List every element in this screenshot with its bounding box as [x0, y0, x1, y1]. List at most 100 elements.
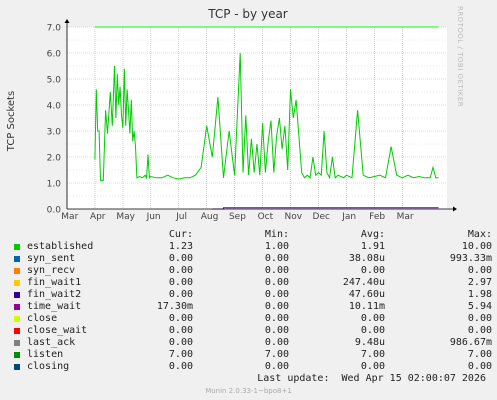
- legend-max: 0.00: [467, 313, 492, 324]
- legend-name: closing: [27, 361, 70, 372]
- legend-avg: 0.00: [360, 265, 385, 276]
- legend-name: time_wait: [27, 301, 82, 312]
- y-tick-labels: 0.0 1.0 2.0 3.0 4.0 5.0 6.0 7.0: [47, 24, 62, 216]
- legend-cur: 0.00: [168, 361, 193, 372]
- legend-cur: 0.00: [168, 313, 193, 324]
- legend-min: 0.00: [264, 289, 289, 300]
- legend-row: established 1.23 1.00 1.91 10.00: [14, 241, 492, 253]
- legend-max: 0.00: [467, 325, 492, 336]
- y-tick-label: 7.0: [47, 24, 62, 34]
- rrdtool-credit: RRDTOOL / TOBI OETIKER: [456, 6, 464, 108]
- legend: Cur: Min: Avg: Max: established 1.23 1.00 1…: [14, 229, 492, 373]
- x-tick-label: Nov: [285, 212, 303, 222]
- legend-row: close_wait 0.00 0.00 0.00 0.00: [14, 325, 492, 337]
- x-tick-label: Jun: [146, 212, 161, 222]
- legend-name: fin_wait2: [27, 289, 82, 300]
- y-tick-label: 0.0: [47, 206, 62, 216]
- legend-max: 986.67m: [449, 337, 492, 348]
- x-tick-label: Aug: [201, 212, 219, 222]
- legend-cur: 0.00: [168, 277, 193, 288]
- y-tick-label: 1.0: [47, 180, 62, 190]
- legend-avg: 9.48u: [354, 337, 385, 348]
- legend-cur: 17.30m: [156, 301, 193, 312]
- legend-avg: 1.91: [360, 241, 385, 252]
- axes: [64, 19, 457, 212]
- legend-swatch: [14, 328, 20, 334]
- x-tick-label: Jul: [175, 212, 187, 222]
- y-tick-label: 6.0: [47, 50, 62, 60]
- x-tick-label: Apr: [90, 212, 106, 222]
- legend-header-max: Max:: [467, 229, 492, 240]
- legend-cur: 0.00: [168, 325, 193, 336]
- legend-avg: 47.60u: [348, 289, 385, 300]
- legend-swatch: [14, 304, 20, 310]
- legend-swatch: [14, 244, 20, 250]
- legend-name: close_wait: [27, 325, 88, 336]
- y-tick-label: 5.0: [47, 76, 62, 86]
- legend-name: syn_recv: [27, 265, 76, 276]
- legend-rows: established 1.23 1.00 1.91 10.00 syn_sent 0.00…: [14, 241, 492, 373]
- legend-row: listen 7.00 7.00 7.00 7.00: [14, 349, 492, 361]
- legend-max: 10.00: [461, 241, 492, 252]
- x-tick-label: Feb: [369, 212, 385, 222]
- legend-name: fin_wait1: [27, 277, 82, 288]
- legend-cur: 1.23: [168, 241, 193, 252]
- series-time_wait: [212, 207, 439, 210]
- legend-swatch: [14, 292, 20, 298]
- legend-avg: 0.00: [360, 313, 385, 324]
- legend-swatch: [14, 340, 20, 346]
- legend-min: 0.00: [264, 277, 289, 288]
- legend-name: listen: [27, 349, 64, 360]
- legend-max: 993.33m: [449, 253, 492, 264]
- legend-min: 0.00: [264, 301, 289, 312]
- x-axis-arrow: [453, 206, 457, 212]
- legend-min: 1.00: [264, 241, 289, 252]
- last-update: Last update: Wed Apr 15 02:00:07 2026: [257, 373, 486, 384]
- legend-name: close: [27, 313, 58, 324]
- legend-min: 0.00: [264, 337, 289, 348]
- legend-max: 0.00: [467, 361, 492, 372]
- legend-name: established: [27, 241, 94, 252]
- legend-avg: 0.00: [360, 361, 385, 372]
- y-axis-arrow: [64, 19, 70, 23]
- legend-cur: 0.00: [168, 289, 193, 300]
- legend-min: 7.00: [264, 349, 289, 360]
- y-tick-label: 3.0: [47, 128, 62, 138]
- legend-avg: 0.00: [360, 325, 385, 336]
- legend-row: time_wait 17.30m 0.00 10.11m 5.94: [14, 301, 492, 313]
- legend-swatch: [14, 256, 20, 262]
- legend-header-min: Min:: [264, 229, 289, 240]
- y-axis-label: TCP Sockets: [6, 91, 17, 152]
- legend-max: 7.00: [467, 349, 492, 360]
- legend-row: syn_sent 0.00 0.00 38.08u 993.33m: [14, 253, 492, 265]
- legend-swatch: [14, 316, 20, 322]
- legend-name: syn_sent: [27, 253, 76, 264]
- legend-avg: 7.00: [360, 349, 385, 360]
- legend-max: 1.98: [467, 289, 492, 300]
- chart-title: TCP - by year: [207, 7, 288, 21]
- legend-swatch: [14, 352, 20, 358]
- x-tick-label: Mar: [61, 212, 78, 222]
- legend-avg: 38.08u: [348, 253, 385, 264]
- legend-min: 0.00: [264, 265, 289, 276]
- x-tick-label: Mar: [397, 212, 414, 222]
- legend-max: 5.94: [467, 301, 492, 312]
- legend-avg: 10.11m: [348, 301, 385, 312]
- legend-max: 2.97: [467, 277, 492, 288]
- x-tick-label: Jan: [341, 212, 356, 222]
- legend-row: fin_wait1 0.00 0.00 247.40u 2.97: [14, 277, 492, 289]
- legend-row: last_ack 0.00 0.00 9.48u 986.67m: [14, 337, 492, 349]
- x-tick-label: Dec: [313, 212, 330, 222]
- legend-name: last_ack: [27, 337, 76, 348]
- legend-header-avg: Avg:: [360, 229, 385, 240]
- legend-min: 0.00: [264, 325, 289, 336]
- chart: TCP - by year TCP Sockets 0.0 1.0 2.0 3.0 4.…: [6, 7, 457, 222]
- legend-cur: 0.00: [168, 265, 193, 276]
- legend-min: 0.00: [264, 253, 289, 264]
- y-tick-label: 4.0: [47, 102, 62, 112]
- legend-max: 0.00: [467, 265, 492, 276]
- legend-swatch: [14, 364, 20, 370]
- legend-min: 0.00: [264, 361, 289, 372]
- legend-min: 0.00: [264, 313, 289, 324]
- legend-swatch: [14, 280, 20, 286]
